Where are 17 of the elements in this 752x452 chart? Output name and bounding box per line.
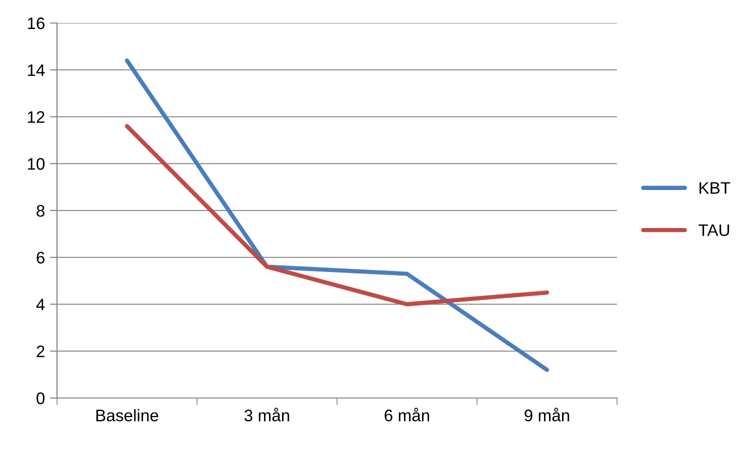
- y-tick-label: 8: [36, 204, 44, 217]
- y-tick-label: 10: [28, 158, 45, 170]
- x-tick-label: Baseline: [96, 409, 158, 422]
- y-tick-label: 16: [28, 17, 44, 30]
- x-tick-label: 3 mån: [244, 408, 290, 422]
- legend-label: TAU: [698, 224, 730, 236]
- y-tick-label: 4: [36, 298, 45, 310]
- y-tick-label: 14: [28, 64, 45, 76]
- y-tick-label: 0: [36, 392, 45, 404]
- y-tick-label: 6: [36, 252, 44, 264]
- line-series: [124, 58, 550, 372]
- legend-label: KBT: [700, 182, 730, 194]
- x-tick-label: 9 mån: [524, 408, 570, 422]
- y-tick-label: 12: [28, 111, 44, 123]
- y-tick-label: 2: [36, 346, 44, 358]
- x-tick-label: 6 mån: [384, 408, 430, 422]
- line-series: [124, 124, 550, 306]
